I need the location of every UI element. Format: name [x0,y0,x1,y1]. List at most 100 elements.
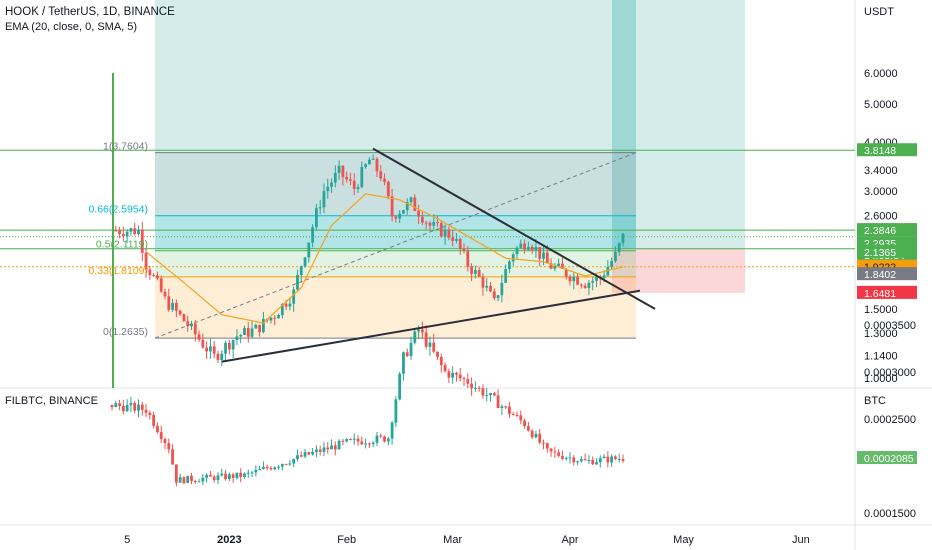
axes-layer: 6.00005.00004.00003.40003.00002.60001.50… [124,68,917,546]
sub-candle-body [606,456,610,463]
sub-candle-body [534,433,538,438]
candle-body [371,158,375,160]
candle-body [349,179,352,181]
sub-candle-body [243,473,246,477]
sub-candle-body [227,474,231,480]
sub-candle-body [367,443,371,445]
sub-candle-body [314,449,318,452]
sub-candle-body [447,371,451,378]
sub-candle-body [561,455,564,459]
candle-body [144,252,148,270]
ema-indicator-label[interactable]: EMA (20, close, 0, SMA, 5) [5,21,138,33]
candle-body [269,317,273,321]
sub-candle-body [375,435,379,443]
sub-candle-body [239,472,243,477]
candle-body [246,327,250,337]
overlay-layer[interactable]: 1(3.7604) 0.66(2.5954) 0.5(2.1119) 0.33(1.8… [88,141,656,363]
candle-body [197,334,201,340]
sub-price-tick-label: 0.0003000 [864,367,916,379]
candle-body [534,246,538,251]
drawing-tools-layer[interactable] [0,0,855,388]
candle-body [542,252,545,259]
candle-body [379,171,383,179]
time-tick-label: Feb [337,534,356,546]
candle-body [477,269,481,277]
sub-candle-body [296,455,299,460]
candle-body [322,191,326,208]
candle-body [292,289,296,304]
sub-candle-body [341,440,345,442]
sub-candle-body [186,475,190,483]
stop-zone[interactable] [612,248,745,293]
candle-body [417,210,420,217]
candle-body [519,243,523,248]
price-tag [857,451,917,465]
fib-label: 0.5(2.1119) [96,239,148,251]
symbol-title[interactable]: HOOK / TetherUS, 1D, BINANCE [5,6,175,18]
sub-candle-body [197,481,201,483]
sub-currency-unit: BTC [864,395,886,407]
sub-candle-body [386,438,390,442]
target-zone-active[interactable] [612,0,636,249]
sub-candle-body [303,452,307,457]
candle-body [129,228,133,232]
price-tick-label: 5.0000 [864,99,898,111]
candle-body [515,247,519,255]
candle-body [262,318,265,333]
candle-body [330,182,333,187]
sub-candle-body [201,477,205,482]
sub-candle-body [394,399,398,423]
sub-candle-body [466,379,470,384]
sub-candle-body [224,473,227,480]
fib-trend-diagonal[interactable] [154,152,637,339]
target-zone[interactable] [155,0,745,249]
sub-candle-body [621,458,625,461]
candle-body [239,334,243,337]
price-tag-text: 2.3846 [864,225,896,237]
sub-candle-body [356,438,360,442]
candle-body [614,252,617,262]
main-currency-unit: USDT [864,6,894,18]
fib-band[interactable] [155,250,636,277]
sub-candle-body [337,440,341,450]
candle-body [436,222,439,224]
descending-trendline[interactable] [372,147,656,310]
sub-pane-title[interactable]: FILBTC, BINANCE [5,395,98,407]
sub-candle-body [326,447,330,450]
candle-body [496,295,500,299]
candle-body [326,186,330,192]
candle-body [367,159,371,165]
candle-body [303,257,307,267]
sub-candle-body [470,383,473,389]
candle-body [148,269,152,276]
candle-body [409,197,413,202]
price-tag-text: 1.8402 [864,269,896,281]
sub-candle-body [330,445,333,450]
price-tick-label: 1.0000 [864,373,898,385]
candle-body [163,291,167,297]
sub-candle-body [311,451,315,455]
sub-candle-body [542,442,545,444]
candle-body [447,229,451,238]
fib-band[interactable] [155,152,636,216]
sub-candle-body [413,331,417,343]
sub-candle-body [190,475,193,481]
candle-body [424,222,428,224]
candle-body [564,268,568,277]
candle-body [470,266,473,274]
sub-candle-body [576,461,579,463]
candle-body [428,222,432,226]
candle-body [432,222,436,226]
candle-body [553,266,557,269]
sub-candle-body [477,387,481,389]
sub-candle-body [568,457,572,459]
sub-candle-body [436,351,439,357]
price-tag-text: 1.6481 [864,288,896,300]
candle-body [352,180,356,190]
sub-candle-body [118,403,121,406]
fib-band[interactable] [155,276,636,339]
sub-candle-body [167,443,171,450]
ascending-trendline[interactable] [221,289,641,363]
candle-body [284,303,288,307]
